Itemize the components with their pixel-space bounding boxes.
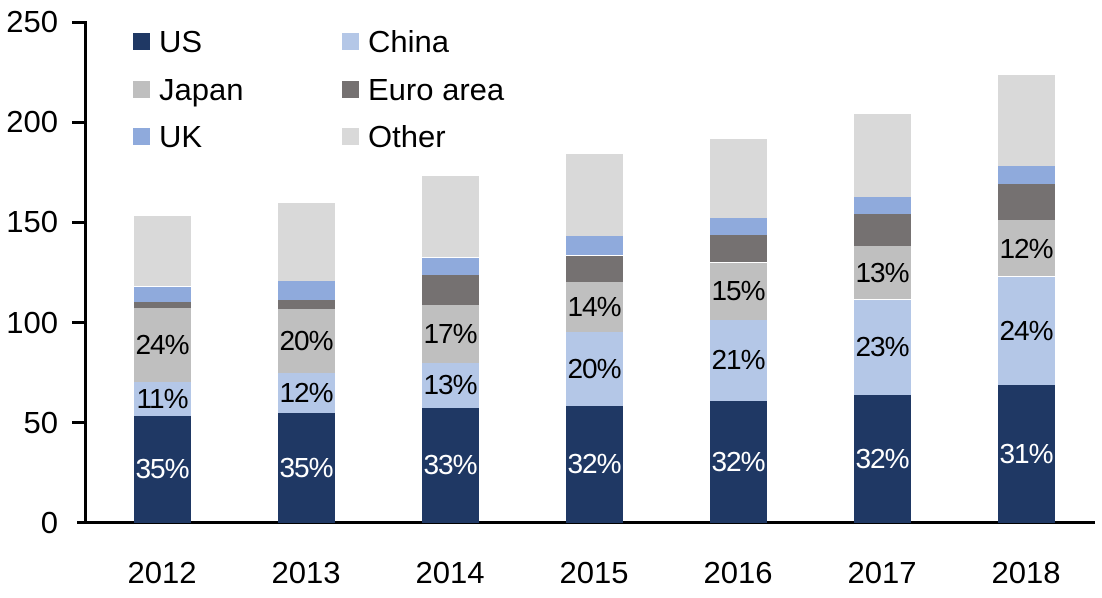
- bar-segment-uk: [565, 236, 623, 256]
- bar-segment-japan: [133, 307, 191, 382]
- x-tick-label: 2013: [271, 555, 341, 590]
- x-tick-label: 2014: [415, 555, 485, 590]
- y-tick-label: 0: [40, 505, 58, 540]
- bar-label-us: 35%: [135, 453, 189, 485]
- y-tick-label: 100: [6, 304, 58, 340]
- x-tick-label: 2017: [847, 555, 917, 590]
- bar-label-china: 20%: [567, 352, 621, 384]
- bar-segment-us: [133, 415, 191, 523]
- legend-swatch-uk: [133, 128, 150, 145]
- bar-segment-japan: [565, 281, 623, 332]
- bar-segment-euro-area: [421, 274, 479, 305]
- legend-label-japan: Japan: [159, 71, 244, 107]
- bar-segment-japan: [277, 308, 335, 373]
- bar-segment-euro-area: [133, 301, 191, 308]
- y-tick-label: 150: [6, 204, 58, 240]
- y-tick-mark: [72, 20, 85, 24]
- bar-segment-uk: [133, 286, 191, 302]
- legend-swatch-other: [342, 128, 359, 145]
- bar-segment-euro-area: [853, 214, 911, 247]
- x-tick-label: 2015: [559, 555, 629, 590]
- bar-label-us: 33%: [423, 449, 477, 481]
- bar-segment-china: [997, 276, 1055, 385]
- legend-swatch-china: [342, 33, 359, 50]
- bar-segment-other: [421, 176, 479, 258]
- bar-segment-china: [421, 362, 479, 408]
- y-axis-line: [84, 21, 87, 524]
- bar-segment-euro-area: [565, 255, 623, 282]
- bar-label-japan: 12%: [999, 232, 1053, 264]
- bar-segment-us: [997, 384, 1055, 523]
- x-tick-label: 2016: [703, 555, 773, 590]
- bar-segment-japan: [421, 304, 479, 363]
- bar-segment-us: [421, 407, 479, 523]
- bar-label-us: 32%: [567, 448, 621, 480]
- bar-label-china: 13%: [423, 369, 477, 401]
- bar-segment-euro-area: [997, 184, 1055, 221]
- x-tick-label: 2018: [991, 555, 1061, 590]
- bar-label-us: 32%: [711, 445, 765, 477]
- bar-label-us: 35%: [279, 451, 333, 483]
- bar-segment-uk: [997, 166, 1055, 185]
- x-tick-label: 2012: [127, 555, 197, 590]
- bar-label-china: 12%: [279, 376, 333, 408]
- y-tick-mark: [72, 321, 85, 325]
- bar-segment-us: [853, 394, 911, 523]
- y-tick-mark: [72, 120, 85, 124]
- bar-label-japan: 15%: [711, 275, 765, 306]
- legend-label-us: US: [159, 24, 203, 59]
- y-tick-mark: [72, 421, 85, 425]
- bar-segment-euro-area: [277, 299, 335, 309]
- bar-label-china: 21%: [711, 344, 765, 376]
- bar-label-us: 32%: [855, 442, 909, 474]
- legend-label-other: Other: [368, 119, 446, 154]
- y-tick-label: 250: [6, 4, 58, 39]
- bar-label-china: 11%: [136, 382, 189, 414]
- bar-segment-us: [565, 405, 623, 523]
- bar-label-china: 24%: [999, 314, 1053, 346]
- bar-segment-other: [709, 139, 767, 219]
- bar-segment-uk: [421, 257, 479, 275]
- bar-segment-uk: [277, 280, 335, 300]
- legend-label-uk: UK: [159, 119, 203, 154]
- bar-segment-uk: [709, 218, 767, 236]
- bar-segment-other: [133, 216, 191, 287]
- bar-label-japan: 14%: [567, 290, 621, 322]
- legend-swatch-euro-area: [342, 80, 359, 98]
- bar-segment-china: [709, 319, 767, 401]
- bar-label-japan: 17%: [423, 317, 477, 349]
- bar-segment-china: [565, 331, 623, 406]
- bar-segment-us: [277, 412, 335, 523]
- bar-segment-china: [853, 299, 911, 395]
- bar-segment-other: [565, 154, 623, 237]
- bar-label-japan: 20%: [279, 324, 333, 356]
- legend-swatch-japan: [133, 80, 150, 98]
- bar-segment-other: [997, 75, 1055, 167]
- bar-segment-japan: [853, 246, 911, 300]
- bar-segment-other: [277, 203, 335, 281]
- bar-segment-china: [133, 381, 191, 416]
- bar-label-japan: 24%: [135, 328, 189, 360]
- bar-label-china: 23%: [855, 331, 909, 363]
- bar-segment-us: [709, 400, 767, 523]
- bar-segment-euro-area: [709, 235, 767, 263]
- bar-label-us: 31%: [999, 437, 1053, 469]
- bar-segment-other: [853, 114, 911, 198]
- legend-label-china: China: [368, 24, 449, 59]
- legend-label-euro-area: Euro area: [368, 71, 505, 107]
- bar-segment-china: [277, 372, 335, 413]
- legend-swatch-us: [133, 33, 150, 50]
- bar-segment-uk: [853, 197, 911, 215]
- bar-segment-japan: [709, 262, 767, 320]
- bar-segment-japan: [997, 220, 1055, 277]
- y-tick-mark: [72, 220, 85, 224]
- y-tick-label: 50: [23, 404, 58, 440]
- bar-label-japan: 13%: [855, 257, 909, 288]
- y-tick-label: 200: [6, 104, 58, 140]
